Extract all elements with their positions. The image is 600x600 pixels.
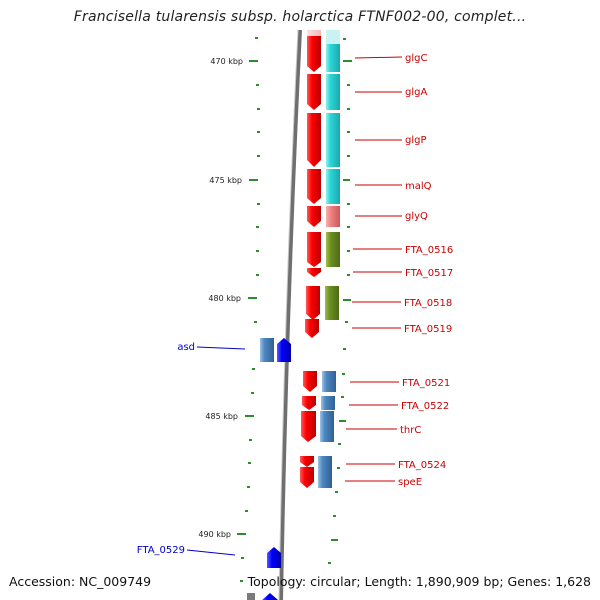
cog-box-glgA[interactable] bbox=[326, 74, 340, 110]
gene-label-speE[interactable]: speE bbox=[398, 477, 422, 488]
ruler-label-480: 480 kbp bbox=[208, 294, 241, 303]
cog-box-glgP[interactable] bbox=[326, 113, 340, 167]
gene-label-glgP[interactable]: glgP bbox=[405, 135, 427, 146]
gene-label-malQ[interactable]: malQ bbox=[405, 181, 432, 192]
gene-arrow-FTA_0516[interactable] bbox=[307, 232, 321, 267]
gene-arrow-partial[interactable] bbox=[307, 36, 321, 44]
ruler-labels: 470 kbp 475 kbp 480 kbp 485 kbp 490 kbp bbox=[198, 57, 243, 539]
gene-arrow-glyQ[interactable] bbox=[307, 206, 321, 227]
accession-text: Accession: NC_009749 bbox=[9, 574, 152, 589]
map-title: Francisella tularensis subsp. holarctica… bbox=[73, 9, 527, 25]
cog-box-malQ[interactable] bbox=[326, 169, 340, 204]
gene-arrow-FTA_0524[interactable] bbox=[300, 456, 314, 467]
reverse-strand-genes bbox=[247, 338, 291, 600]
cog-box-FTA_0521[interactable] bbox=[322, 371, 336, 392]
gene-arrow-speE[interactable] bbox=[300, 467, 314, 488]
gene-arrow-glgC[interactable] bbox=[307, 44, 321, 72]
cog-boxes bbox=[260, 44, 340, 488]
cog-box-thrC[interactable] bbox=[320, 411, 334, 442]
gene-label-FTA_0517[interactable]: FTA_0517 bbox=[405, 268, 453, 279]
gene-label-FTA_0518[interactable]: FTA_0518 bbox=[404, 298, 452, 309]
gene-label-glgA[interactable]: glgA bbox=[405, 87, 427, 98]
ruler-label-490: 490 kbp bbox=[198, 530, 231, 539]
gene-label-asd[interactable]: asd bbox=[177, 342, 195, 353]
partial-gene-cog[interactable] bbox=[326, 30, 340, 44]
cog-box-FTA_0522[interactable] bbox=[321, 396, 335, 410]
ruler-label-475: 475 kbp bbox=[209, 176, 242, 185]
gene-arrow-FTA_0518[interactable] bbox=[306, 286, 320, 320]
cog-box-asd[interactable] bbox=[260, 338, 274, 362]
gene-label-FTA_0516[interactable]: FTA_0516 bbox=[405, 245, 453, 256]
gene-label-glgC[interactable]: glgC bbox=[405, 53, 427, 64]
gene-label-glyQ[interactable]: glyQ bbox=[405, 211, 428, 222]
gene-arrow-FTA_0529[interactable] bbox=[267, 547, 281, 568]
cog-box-glyQ[interactable] bbox=[326, 206, 340, 227]
gene-arrow-glgA[interactable] bbox=[307, 74, 321, 110]
partial-bar-bottom bbox=[247, 593, 255, 600]
gene-arrow-FTA_0521[interactable] bbox=[303, 371, 317, 392]
gene-arrow-malQ[interactable] bbox=[307, 169, 321, 204]
ruler-ticks bbox=[237, 37, 352, 582]
gene-label-FTA_0519[interactable]: FTA_0519 bbox=[404, 324, 452, 335]
genome-summary-text: Topology: circular; Length: 1,890,909 bp… bbox=[247, 574, 591, 589]
ruler-label-470: 470 kbp bbox=[210, 57, 243, 66]
gene-arrow-FTA_0522[interactable] bbox=[302, 396, 316, 410]
forward-strand-genes bbox=[300, 36, 321, 488]
gene-arrow-thrC[interactable] bbox=[301, 411, 316, 442]
gene-label-FTA_0521[interactable]: FTA_0521 bbox=[402, 378, 450, 389]
genome-backbone bbox=[279, 29, 302, 600]
gene-label-FTA_0524[interactable]: FTA_0524 bbox=[398, 460, 446, 471]
gene-arrow-glgP[interactable] bbox=[307, 113, 321, 167]
gene-arrow-FTA_0519[interactable] bbox=[305, 319, 319, 338]
cog-box-glgC[interactable] bbox=[326, 44, 340, 72]
gene-labels: glgC glgA glgP malQ glyQ FTA_0516 FTA_05… bbox=[137, 53, 453, 556]
gene-label-FTA_0529[interactable]: FTA_0529 bbox=[137, 545, 185, 556]
gene-arrow-FTA_0517[interactable] bbox=[307, 268, 321, 277]
gene-label-FTA_0522[interactable]: FTA_0522 bbox=[401, 401, 449, 412]
cog-box-FTA_0524[interactable] bbox=[318, 456, 332, 467]
cog-box-speE[interactable] bbox=[318, 467, 332, 488]
gene-arrow-partial-bottom[interactable] bbox=[262, 593, 278, 600]
label-leaders bbox=[186, 56, 403, 556]
ruler-label-485: 485 kbp bbox=[205, 412, 238, 421]
gene-label-thrC[interactable]: thrC bbox=[400, 425, 421, 436]
gene-arrow-asd[interactable] bbox=[277, 338, 291, 362]
cog-box-FTA_0518[interactable] bbox=[325, 286, 339, 320]
genome-backbone-highlight bbox=[278, 29, 299, 600]
cog-box-FTA_0516[interactable] bbox=[326, 232, 340, 267]
